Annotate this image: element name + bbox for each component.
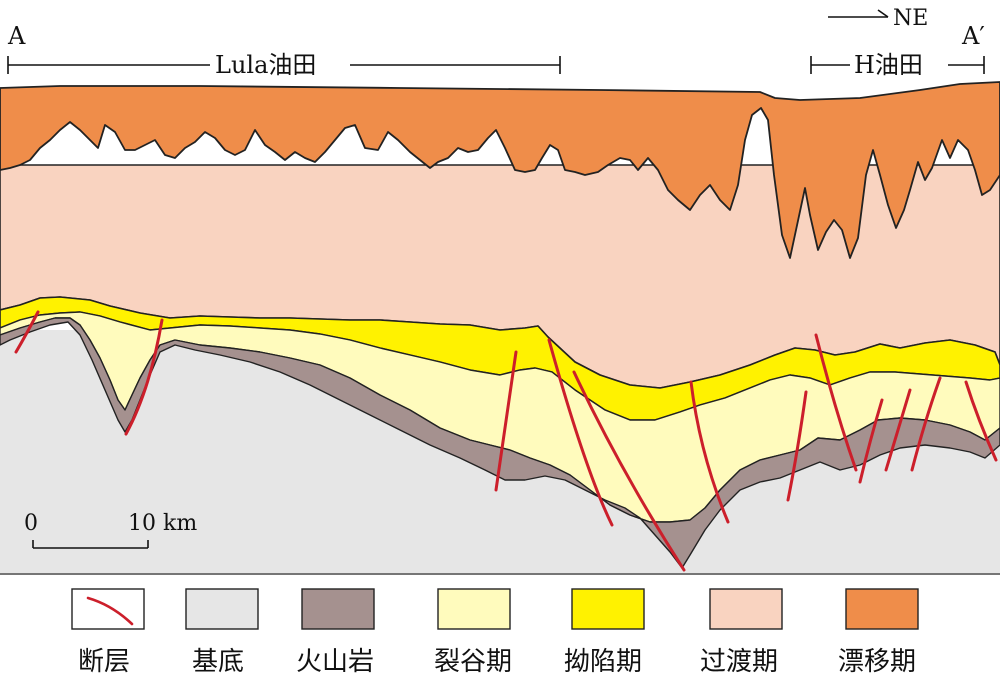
legend: 断层 基底 火山岩 裂谷期 拗陷期 过渡期 漂移期 bbox=[71, 588, 919, 677]
legend-fault-icon bbox=[86, 596, 134, 626]
h-field-bracket: H油田 bbox=[810, 51, 985, 79]
fault-line bbox=[910, 376, 942, 472]
fault-line bbox=[547, 338, 614, 527]
legend-swatch-fault bbox=[71, 588, 145, 630]
fault-line bbox=[494, 350, 518, 492]
faults bbox=[14, 310, 998, 572]
fault-line bbox=[14, 310, 40, 354]
fault-line bbox=[572, 370, 686, 572]
legend-label: 基底 bbox=[192, 647, 244, 677]
direction-label: NE bbox=[893, 6, 928, 31]
h-field-label: H油田 bbox=[854, 51, 923, 79]
start-label: A bbox=[7, 22, 26, 50]
legend-swatch-drift bbox=[845, 588, 919, 630]
ne-arrow-head-icon bbox=[877, 9, 889, 18]
scale-zero-label: 0 bbox=[24, 511, 38, 536]
direction-indicator: NE bbox=[828, 6, 928, 31]
drift-layer bbox=[0, 81, 1000, 259]
legend-swatch-basement bbox=[185, 588, 259, 630]
legend-label: 火山岩 bbox=[296, 647, 374, 677]
legend-label: 过渡期 bbox=[700, 647, 778, 677]
fault-line bbox=[124, 318, 164, 436]
legend-label: 断层 bbox=[78, 647, 130, 677]
fault-line bbox=[689, 380, 730, 524]
legend-label: 裂谷期 bbox=[434, 647, 512, 677]
fault-line bbox=[786, 390, 808, 502]
end-label: A′ bbox=[961, 22, 985, 50]
fault-line bbox=[884, 388, 912, 472]
lula-field-label: Lula油田 bbox=[215, 51, 316, 79]
legend-label: 拗陷期 bbox=[564, 647, 642, 677]
scale-bar: 0 10 km bbox=[24, 511, 197, 549]
fault-line bbox=[814, 333, 858, 472]
legend-swatch-volcanic bbox=[301, 588, 375, 630]
legend-swatch-rift bbox=[437, 588, 511, 630]
fault-line bbox=[964, 380, 998, 462]
legend-swatch-sag bbox=[571, 588, 645, 630]
legend-label: 漂移期 bbox=[838, 647, 916, 677]
lula-field-bracket: Lula油田 bbox=[7, 51, 561, 79]
legend-swatch-transition bbox=[709, 588, 783, 630]
scale-end-label: 10 km bbox=[128, 511, 197, 536]
fault-line bbox=[858, 398, 884, 484]
